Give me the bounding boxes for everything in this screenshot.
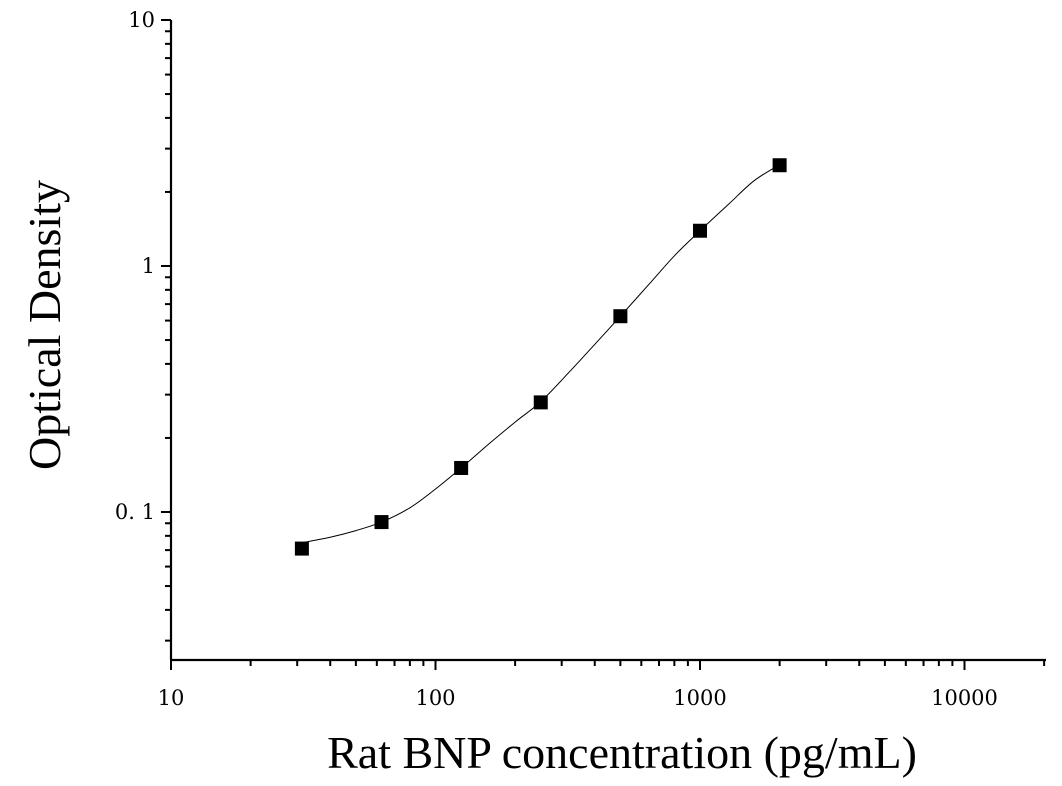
fit-curve xyxy=(301,164,780,544)
data-point xyxy=(454,460,469,475)
data-point xyxy=(613,309,628,324)
x-axis-title: Rat BNP concentration (pg/mL) xyxy=(327,727,917,778)
data-point xyxy=(533,395,548,410)
x-tick-label: 1000 xyxy=(673,686,726,710)
y-tick-label: 0. 1 xyxy=(115,500,155,524)
x-tick-label: 10000 xyxy=(931,686,998,710)
tick-labels: 10 100 1000 10000 0. 1 1 10 xyxy=(115,8,998,710)
data-points xyxy=(294,158,787,556)
y-tick-label: 10 xyxy=(128,8,155,32)
x-tick-label: 10 xyxy=(158,686,185,710)
y-tick-label: 1 xyxy=(142,254,155,278)
x-tick-label: 100 xyxy=(415,686,455,710)
y-axis-title: Optical Density xyxy=(19,180,70,470)
axes xyxy=(169,20,1046,662)
data-point xyxy=(294,541,309,556)
axis-ticks xyxy=(161,19,1046,670)
data-point xyxy=(374,515,389,530)
data-point xyxy=(693,223,707,238)
data-point xyxy=(772,158,787,173)
